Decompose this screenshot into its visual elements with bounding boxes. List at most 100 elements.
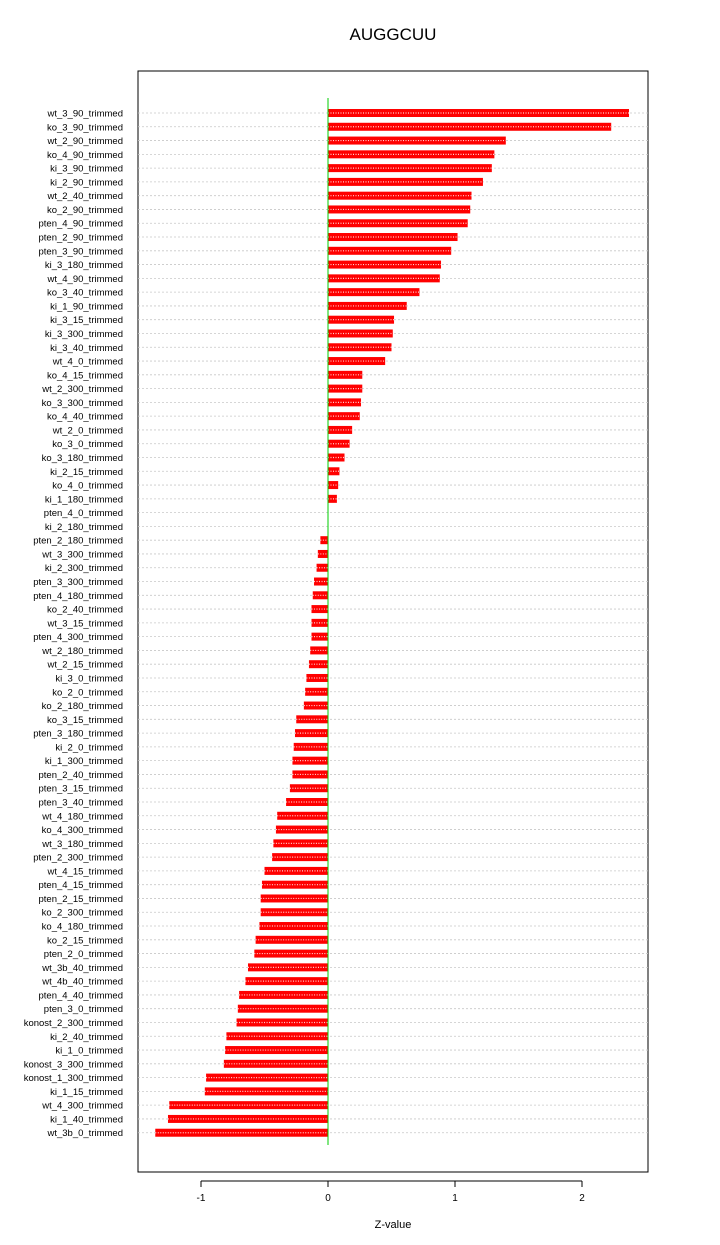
bar [310,646,328,655]
category-label: wt_3b_40_trimmed [41,963,123,974]
bar [328,233,458,242]
category-label: wt_2_40_trimmed [46,191,123,202]
bar [223,1059,328,1068]
category-label: pten_2_0_trimmed [44,949,123,960]
category-label: wt_2_0_trimmed [52,425,123,436]
bar [305,687,328,696]
category-label: wt_2_180_trimmed [41,646,123,657]
bar [308,660,328,669]
category-label: wt_4_90_trimmed [46,274,123,285]
x-axis-label: Z-value [375,1219,412,1231]
bar [328,164,492,173]
category-label: ko_2_300_trimmed [42,908,123,919]
category-label: wt_3_180_trimmed [41,839,123,850]
category-label: pten_4_15_trimmed [39,880,124,891]
category-label: pten_3_15_trimmed [39,784,124,795]
category-label: wt_3_90_trimmed [46,109,123,120]
bar [255,935,328,944]
category-label: ko_2_40_trimmed [47,605,123,616]
category-label: pten_3_300_trimmed [33,577,123,588]
bar [328,177,483,186]
category-label: ko_3_15_trimmed [47,715,123,726]
chart-title: AUGGCUU [350,25,437,44]
category-label: ko_3_0_trimmed [52,439,123,450]
category-label: wt_4_0_trimmed [52,357,123,368]
category-label: ki_3_90_trimmed [50,164,123,175]
bar [328,425,353,434]
category-label: pten_4_0_trimmed [44,508,123,519]
bar [225,1046,328,1055]
category-label: ko_3_300_trimmed [42,398,123,409]
category-label: ko_4_300_trimmed [42,825,123,836]
bar [303,701,328,710]
bar [155,1128,328,1137]
category-label: ki_2_90_trimmed [50,177,123,188]
bar [259,922,328,931]
category-label: ko_3_90_trimmed [47,122,123,133]
category-label: wt_4_300_trimmed [41,1101,123,1112]
category-label: ko_4_15_trimmed [47,370,123,381]
category-label: ko_3_180_trimmed [42,453,123,464]
x-tick-label: 0 [325,1193,331,1204]
category-label: ki_2_15_trimmed [50,467,123,478]
category-label: ko_3_40_trimmed [47,288,123,299]
bars [155,109,629,1137]
bar [169,1101,328,1110]
category-label: pten_4_40_trimmed [39,990,124,1001]
category-label: pten_4_300_trimmed [33,632,123,643]
category-label: ki_1_15_trimmed [50,1087,123,1098]
category-label: pten_2_180_trimmed [33,536,123,547]
bar [328,246,452,255]
category-label: pten_2_300_trimmed [33,853,123,864]
bar [204,1087,328,1096]
category-label: ko_4_180_trimmed [42,922,123,933]
category-label: ki_1_180_trimmed [45,494,123,505]
category-label: pten_3_180_trimmed [33,729,123,740]
category-label: ko_2_15_trimmed [47,935,123,946]
category-label: ki_2_40_trimmed [50,1032,123,1043]
category-label: konost_1_300_trimmed [24,1073,123,1084]
category-label: ko_2_180_trimmed [42,701,123,712]
category-label: wt_3_15_trimmed [46,618,123,629]
category-label: wt_2_300_trimmed [41,384,123,395]
bar [328,191,472,200]
bar [264,866,328,875]
category-label: ki_3_40_trimmed [50,343,123,354]
bar [320,536,328,545]
bar [328,384,363,393]
bar [328,219,468,228]
bar [328,122,612,131]
bar [275,825,328,834]
bar [328,357,386,366]
bar [314,577,328,586]
category-label: ki_3_300_trimmed [45,329,123,340]
bar [328,301,407,310]
bar [260,908,328,917]
category-label: pten_4_90_trimmed [39,219,124,230]
x-axis: -1 0 1 2 [197,1180,585,1204]
bar [254,949,328,958]
category-label: ki_2_0_trimmed [55,742,123,753]
category-labels: wt_3_90_trimmed ko_3_90_trimmed wt_2_90_tr… [24,109,123,1140]
category-label: pten_2_15_trimmed [39,894,124,905]
x-tick-label: -1 [197,1193,206,1204]
category-label: wt_3b_0_trimmed [46,1128,123,1139]
category-label: wt_2_90_trimmed [46,136,123,147]
bar [245,977,328,986]
category-label: ki_2_180_trimmed [45,522,123,533]
category-label: ki_1_90_trimmed [50,301,123,312]
bar [328,398,362,407]
category-label: pten_4_180_trimmed [33,591,123,602]
bar [289,784,328,793]
plot-frame [137,70,649,1173]
category-label: ko_2_90_trimmed [47,205,123,216]
category-label: ko_4_90_trimmed [47,150,123,161]
category-label: ki_1_40_trimmed [50,1114,123,1125]
category-label: ki_2_300_trimmed [45,563,123,574]
category-label: pten_2_40_trimmed [39,770,124,781]
category-label: ko_4_0_trimmed [52,481,123,492]
category-label: wt_3_300_trimmed [41,549,123,560]
bar [239,990,328,999]
category-label: wt_2_15_trimmed [46,660,123,671]
